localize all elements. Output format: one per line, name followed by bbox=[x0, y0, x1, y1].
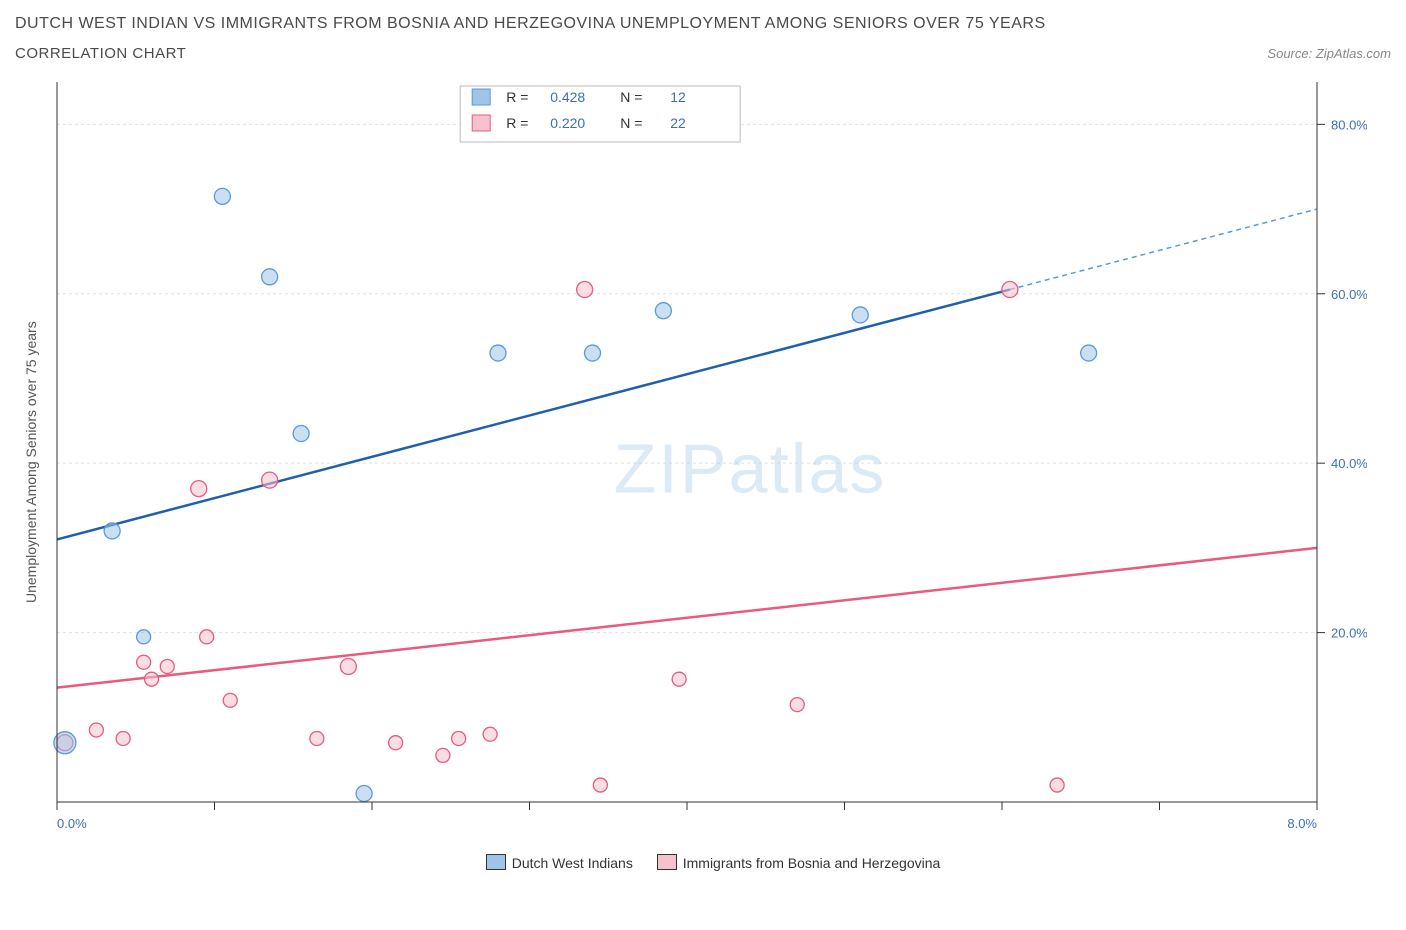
data-point-pink bbox=[577, 282, 593, 298]
data-point-pink bbox=[191, 481, 207, 497]
corr-n-label: N = bbox=[620, 89, 642, 105]
data-point-blue bbox=[655, 303, 671, 319]
x-tick-label: 8.0% bbox=[1287, 816, 1317, 831]
chart-subtitle: CORRELATION CHART bbox=[15, 45, 186, 62]
chart-title: DUTCH WEST INDIAN VS IMMIGRANTS FROM BOS… bbox=[15, 15, 1391, 33]
data-point-blue bbox=[214, 188, 230, 204]
data-point-pink bbox=[262, 472, 278, 488]
data-point-pink bbox=[160, 659, 174, 673]
data-point-pink bbox=[1050, 778, 1064, 792]
y-axis-label: Unemployment Among Seniors over 75 years bbox=[15, 212, 47, 712]
corr-r-label: R = bbox=[506, 115, 528, 131]
data-point-pink bbox=[389, 736, 403, 750]
chart-container: Unemployment Among Seniors over 75 years… bbox=[15, 72, 1391, 852]
corr-r-value: 0.428 bbox=[550, 89, 585, 105]
corr-swatch bbox=[472, 89, 490, 105]
x-tick-label: 0.0% bbox=[57, 816, 87, 831]
data-point-pink bbox=[436, 748, 450, 762]
corr-n-value: 12 bbox=[670, 89, 686, 105]
data-point-blue bbox=[490, 345, 506, 361]
scatter-chart: ZIPatlas 0.0% 8.0% 20.0% 40.0% 60.0% 80.0% R = 0… bbox=[47, 72, 1367, 852]
data-point-blue bbox=[104, 523, 120, 539]
data-point-pink bbox=[1002, 282, 1018, 298]
data-point-blue bbox=[1081, 345, 1097, 361]
data-point-blue bbox=[356, 786, 372, 802]
data-point-pink bbox=[340, 658, 356, 674]
data-point-blue bbox=[293, 426, 309, 442]
y-tick-label: 40.0% bbox=[1331, 456, 1367, 471]
data-point-pink bbox=[116, 731, 130, 745]
data-point-pink bbox=[223, 693, 237, 707]
watermark: ZIPatlas bbox=[614, 429, 887, 507]
data-point-pink bbox=[310, 731, 324, 745]
corr-r-value: 0.220 bbox=[550, 115, 585, 131]
data-point-pink bbox=[593, 778, 607, 792]
corr-n-label: N = bbox=[620, 115, 642, 131]
legend-label-pink: Immigrants from Bosnia and Herzegovina bbox=[683, 855, 941, 871]
data-point-pink bbox=[89, 723, 103, 737]
data-point-pink bbox=[137, 655, 151, 669]
data-point-pink bbox=[200, 630, 214, 644]
data-point-blue bbox=[262, 269, 278, 285]
y-tick-label: 20.0% bbox=[1331, 626, 1367, 641]
data-point-blue bbox=[852, 307, 868, 323]
data-point-pink bbox=[672, 672, 686, 686]
y-tick-label: 60.0% bbox=[1331, 287, 1367, 302]
trendline-blue-extrapolated bbox=[1010, 209, 1317, 289]
corr-n-value: 22 bbox=[670, 115, 686, 131]
data-point-pink bbox=[145, 672, 159, 686]
corr-swatch bbox=[472, 115, 490, 131]
data-point-pink bbox=[483, 727, 497, 741]
subtitle-row: CORRELATION CHART Source: ZipAtlas.com bbox=[15, 45, 1391, 62]
corr-r-label: R = bbox=[506, 89, 528, 105]
y-tick-label: 80.0% bbox=[1331, 117, 1367, 132]
correlation-box bbox=[460, 86, 740, 142]
legend-swatch-pink bbox=[657, 854, 677, 870]
bottom-legend: Dutch West Indians Immigrants from Bosni… bbox=[15, 854, 1391, 871]
legend-swatch-blue bbox=[486, 854, 506, 870]
data-point-pink bbox=[790, 698, 804, 712]
trendline-pink bbox=[57, 548, 1317, 688]
source-attribution: Source: ZipAtlas.com bbox=[1267, 46, 1391, 61]
legend-label-blue: Dutch West Indians bbox=[512, 855, 633, 871]
data-point-blue bbox=[137, 630, 151, 644]
data-point-blue bbox=[585, 345, 601, 361]
data-point-pink bbox=[452, 731, 466, 745]
